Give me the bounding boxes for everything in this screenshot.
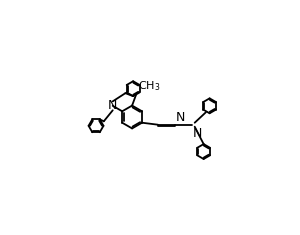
Text: CH$_3$: CH$_3$ (138, 80, 161, 93)
Text: N: N (108, 99, 117, 112)
Text: N: N (176, 111, 185, 124)
Text: N: N (193, 127, 202, 140)
